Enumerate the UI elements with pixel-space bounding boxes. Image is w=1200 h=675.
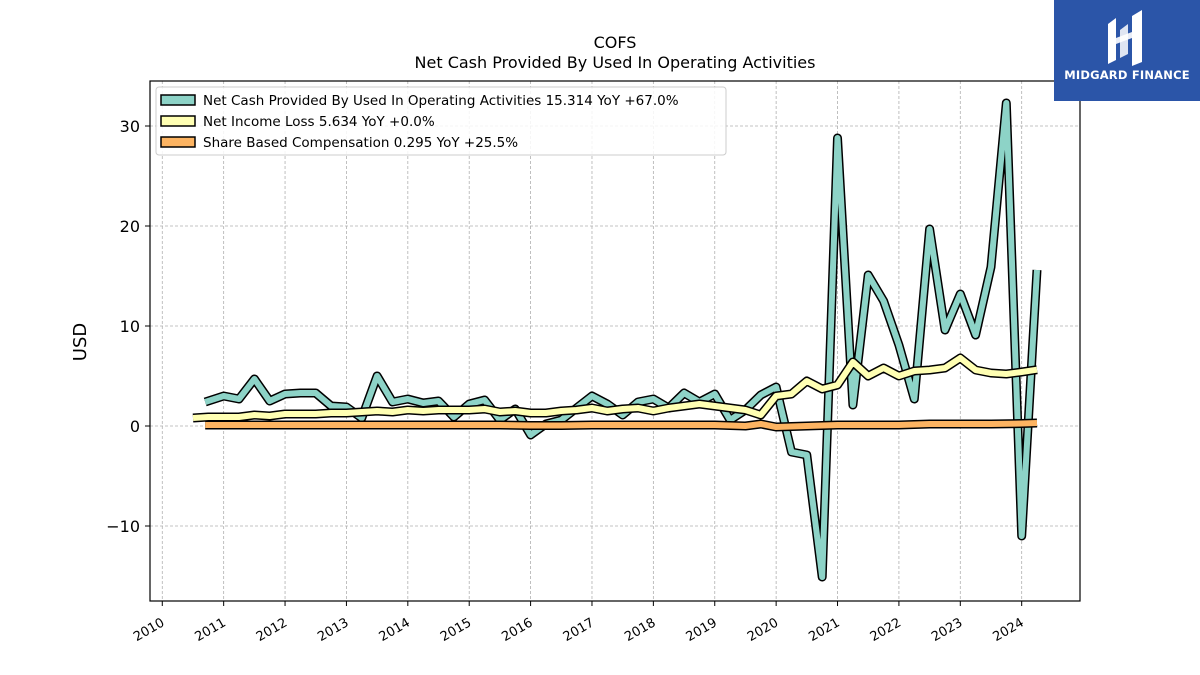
x-tick-label: 2010 bbox=[131, 615, 167, 645]
grid bbox=[150, 81, 1080, 601]
x-tick-label: 2018 bbox=[622, 615, 658, 645]
series-line-stroke bbox=[205, 420, 1038, 430]
series-line bbox=[192, 353, 1038, 423]
x-tick-label: 2015 bbox=[438, 615, 474, 645]
y-axis-label: USD bbox=[70, 323, 91, 361]
x-tick-label: 2024 bbox=[991, 615, 1027, 645]
legend-swatch bbox=[160, 136, 196, 148]
series-layer bbox=[192, 98, 1042, 582]
legend-label: Net Income Loss 5.634 YoY +0.0% bbox=[203, 114, 435, 130]
plot-frame bbox=[149, 80, 1081, 602]
axes: 2010 2011 2012 2013 2014 2015 2016 2017 2018 2019… bbox=[106, 117, 1026, 645]
legend: Net Cash Provided By Used In Operating A… bbox=[155, 86, 727, 156]
x-tick-label: 2011 bbox=[193, 615, 229, 645]
y-tick-label: 10 bbox=[120, 317, 140, 336]
x-tick-label: 2020 bbox=[745, 615, 781, 645]
y-tick-label: 20 bbox=[120, 217, 140, 236]
x-tick-label: 2022 bbox=[868, 615, 904, 645]
x-tick-label: 2013 bbox=[315, 615, 351, 645]
y-tick-label: −10 bbox=[106, 517, 140, 536]
legend-swatch bbox=[160, 115, 196, 127]
chart-subtitle: Net Cash Provided By Used In Operating A… bbox=[415, 53, 816, 72]
series-line bbox=[205, 418, 1038, 432]
brand-logo: MIDGARD FINANCE bbox=[1054, 0, 1200, 101]
series-line-stroke bbox=[192, 355, 1038, 421]
logo-mark-icon bbox=[1108, 10, 1142, 66]
legend-label: Share Based Compensation 0.295 YoY +25.5… bbox=[203, 135, 518, 151]
x-tick-label: 2021 bbox=[806, 615, 842, 645]
x-tick-label: 2014 bbox=[377, 615, 413, 645]
x-tick-label: 2023 bbox=[929, 615, 965, 645]
legend-swatch bbox=[160, 94, 196, 106]
x-tick-label: 2017 bbox=[561, 615, 597, 645]
chart-title: COFS bbox=[594, 33, 637, 52]
y-tick-label: 0 bbox=[130, 417, 140, 436]
legend-label: Net Cash Provided By Used In Operating A… bbox=[203, 93, 679, 109]
x-tick-label: 2016 bbox=[499, 615, 535, 645]
x-tick-label: 2012 bbox=[254, 615, 290, 645]
y-tick-label: 30 bbox=[120, 117, 140, 136]
series-line-outline bbox=[203, 98, 1042, 582]
legend-box bbox=[155, 86, 727, 156]
series-line bbox=[203, 98, 1042, 582]
logo-text: MIDGARD FINANCE bbox=[1064, 68, 1190, 82]
x-tick-label: 2019 bbox=[684, 615, 720, 645]
series-line-stroke bbox=[204, 100, 1040, 580]
